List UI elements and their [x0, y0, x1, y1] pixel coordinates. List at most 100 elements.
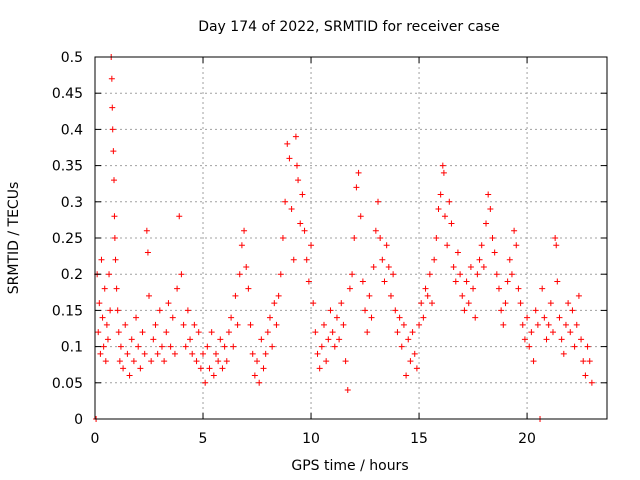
- data-point: [575, 292, 582, 299]
- data-point: [113, 285, 120, 292]
- data-point: [560, 350, 567, 357]
- data-point: [314, 350, 321, 357]
- data-point: [517, 300, 524, 307]
- data-point: [275, 292, 282, 299]
- y-tick-label: 0.1: [61, 340, 83, 356]
- data-point: [368, 314, 375, 321]
- data-point: [264, 329, 271, 336]
- data-point: [277, 271, 284, 278]
- data-point: [318, 343, 325, 350]
- data-point: [411, 350, 418, 357]
- data-point: [243, 263, 250, 270]
- data-point: [344, 387, 351, 394]
- data-point: [254, 358, 261, 365]
- data-point: [124, 350, 131, 357]
- y-tick-label: 0.05: [52, 376, 83, 392]
- data-point: [323, 358, 330, 365]
- data-point: [293, 162, 300, 169]
- data-point: [416, 321, 423, 328]
- data-point: [238, 242, 245, 249]
- data-point: [480, 263, 487, 270]
- data-point: [112, 256, 119, 263]
- data-point: [141, 350, 148, 357]
- data-point: [565, 300, 572, 307]
- data-point: [465, 300, 472, 307]
- data-point: [310, 300, 317, 307]
- data-point: [232, 292, 239, 299]
- data-point: [493, 271, 500, 278]
- data-point: [441, 213, 448, 220]
- data-point: [489, 235, 496, 241]
- data-point: [444, 242, 451, 249]
- data-point: [108, 75, 115, 82]
- data-point: [98, 256, 105, 263]
- data-point: [273, 321, 280, 328]
- data-point: [111, 177, 118, 184]
- data-point: [135, 343, 142, 350]
- data-point: [450, 263, 457, 270]
- data-point: [195, 329, 202, 336]
- data-point: [100, 343, 107, 350]
- data-point: [158, 343, 165, 350]
- data-point: [128, 336, 135, 343]
- data-point: [407, 358, 414, 365]
- data-point: [225, 329, 232, 336]
- data-point: [148, 358, 155, 365]
- data-point: [176, 213, 183, 220]
- data-point: [422, 285, 429, 292]
- data-point: [303, 256, 310, 263]
- data-point: [297, 220, 304, 227]
- y-tick-label: 0.3: [61, 195, 83, 211]
- data-point: [495, 285, 502, 292]
- data-point: [292, 133, 299, 140]
- data-point: [375, 198, 382, 205]
- data-point: [409, 329, 416, 336]
- data-point: [262, 350, 269, 357]
- data-point: [234, 321, 241, 328]
- data-point: [115, 329, 122, 336]
- grid-lines: [95, 57, 607, 419]
- data-point: [552, 235, 559, 241]
- data-point: [355, 169, 362, 176]
- data-point: [511, 227, 518, 234]
- data-point: [569, 307, 576, 314]
- data-point: [504, 278, 511, 285]
- data-point: [152, 321, 159, 328]
- data-point: [567, 329, 574, 336]
- data-point: [433, 235, 440, 241]
- data-point: [230, 343, 237, 350]
- data-point: [191, 321, 198, 328]
- data-point: [346, 285, 353, 292]
- data-point: [426, 271, 433, 278]
- data-point: [333, 314, 340, 321]
- data-point: [290, 256, 297, 263]
- data-point: [424, 292, 431, 299]
- data-point: [491, 249, 498, 256]
- data-point: [96, 300, 103, 307]
- data-point: [117, 343, 124, 350]
- data-point: [459, 292, 466, 299]
- data-point: [440, 169, 447, 176]
- data-point: [403, 372, 410, 379]
- data-point: [545, 321, 552, 328]
- data-point: [439, 162, 446, 169]
- data-point: [114, 307, 121, 314]
- data-point: [295, 177, 302, 184]
- data-point: [286, 155, 293, 162]
- data-point: [549, 329, 556, 336]
- data-point: [582, 372, 589, 379]
- data-point: [392, 307, 399, 314]
- data-point: [558, 336, 565, 343]
- data-point: [390, 271, 397, 278]
- data-point: [327, 307, 334, 314]
- x-tick-label: 5: [199, 431, 208, 447]
- data-point: [116, 358, 123, 365]
- data-point: [351, 235, 358, 241]
- chart-title: Day 174 of 2022, SRMTID for receiver cas…: [198, 19, 500, 35]
- data-point: [219, 365, 226, 372]
- data-point: [387, 292, 394, 299]
- data-point: [370, 263, 377, 270]
- data-point: [342, 358, 349, 365]
- data-point: [241, 227, 248, 234]
- data-point: [305, 278, 312, 285]
